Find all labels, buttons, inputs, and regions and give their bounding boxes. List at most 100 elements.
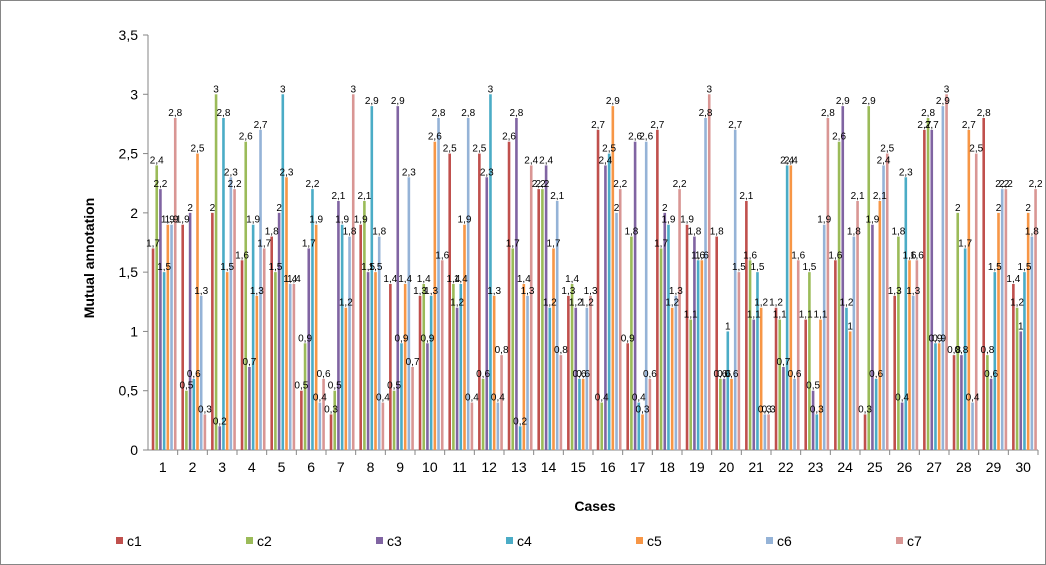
bar-value-label: 0,9	[932, 333, 946, 344]
bar-c1	[329, 414, 333, 450]
bar-value-label: 0,2	[213, 416, 227, 427]
bar-c7	[618, 189, 622, 450]
y-tick-label: 2	[130, 205, 138, 221]
bar-value-label: 1,2	[754, 298, 768, 309]
bar-c4	[815, 414, 819, 450]
bar-value-label: 2,9	[365, 96, 379, 107]
bar-value-label: 1,8	[265, 227, 279, 238]
bar-c6	[941, 106, 945, 451]
bar-c6	[852, 236, 856, 450]
bar-c1	[834, 260, 837, 450]
bar-c6	[437, 118, 440, 450]
bar-value-label: 2,1	[331, 191, 345, 202]
bar-c2	[689, 319, 693, 450]
bar-c5	[878, 201, 882, 450]
bar-c6	[288, 284, 292, 450]
bar-value-label: 1,3	[424, 286, 438, 297]
bar-value-label: 2	[187, 203, 193, 214]
x-tick-label: 26	[897, 459, 913, 475]
bar-c4	[518, 426, 522, 450]
bar-value-label: 0,4	[313, 393, 327, 404]
bar-value-label: 0,8	[947, 345, 961, 356]
bar-c7	[1004, 189, 1008, 450]
bar-value-label: 1,9	[817, 215, 831, 226]
bar-value-label: 1,3	[487, 286, 501, 297]
bar-c4	[845, 307, 848, 450]
bar-c7	[1034, 189, 1037, 450]
x-tick-label: 30	[1015, 459, 1031, 475]
bar-c5	[848, 331, 852, 450]
bar-c6	[199, 295, 203, 450]
bar-c3	[604, 165, 607, 450]
bar-c5	[552, 248, 555, 450]
bar-value-label: 1,7	[257, 238, 271, 249]
bar-c3	[663, 212, 667, 450]
bar-value-label: 2,2	[613, 179, 627, 190]
bar-c3	[188, 212, 192, 450]
x-tick-label: 2	[189, 459, 197, 475]
bar-value-label: 1,4	[398, 274, 412, 285]
bar-value-label: 1,8	[343, 227, 357, 238]
bar-value-label: 2,6	[428, 132, 442, 143]
bar-value-label: 0,5	[387, 381, 401, 392]
bar-value-label: 2,4	[150, 155, 164, 166]
x-tick-label: 1	[159, 459, 167, 475]
bar-value-label: 0,4	[491, 393, 505, 404]
bar-value-label: 1,4	[517, 274, 531, 285]
bar-c6	[704, 118, 707, 450]
bar-c1	[270, 236, 273, 450]
bar-c4	[785, 165, 789, 450]
bar-c1	[923, 129, 926, 450]
bar-c3	[1019, 331, 1023, 450]
bar-c7	[173, 118, 177, 450]
bar-c4	[607, 153, 611, 451]
bar-value-label: 1,8	[372, 227, 386, 238]
bar-c2	[422, 284, 426, 450]
bar-c7	[826, 118, 830, 450]
x-tick-label: 6	[307, 459, 315, 475]
bar-c4	[904, 177, 908, 451]
x-tick-label: 16	[600, 459, 616, 475]
bar-c5	[463, 224, 466, 450]
bar-c1	[774, 307, 778, 450]
bar-c3	[218, 426, 222, 450]
bar-c3	[722, 378, 726, 450]
bar-c5	[196, 153, 199, 451]
bar-value-label: 1,2	[339, 298, 353, 309]
bar-value-label: 1,5	[751, 262, 765, 273]
bar-value-label: 1,5	[1018, 262, 1032, 273]
bar-value-label: 2,6	[239, 132, 253, 143]
x-tick-label: 11	[452, 459, 467, 475]
bar-value-label: 2,1	[873, 191, 887, 202]
bar-value-label: 1,9	[354, 215, 368, 226]
bar-c3	[989, 378, 993, 450]
bar-value-label: 1,9	[161, 215, 175, 226]
bar-value-label: 0,6	[476, 369, 490, 380]
bar-value-label: 0,3	[758, 404, 772, 415]
bar-c4	[489, 94, 492, 451]
bar-value-label: 0,5	[806, 381, 820, 392]
bar-c5	[433, 141, 437, 450]
bar-c7	[381, 402, 385, 450]
bar-value-label: 0,4	[376, 393, 390, 404]
bar-c6	[377, 236, 381, 450]
bar-value-label: 1,9	[458, 215, 472, 226]
bar-c7	[411, 367, 414, 450]
bar-c4	[696, 260, 700, 450]
bar-value-label: 0,9	[621, 333, 635, 344]
legend-label-c2: c2	[257, 533, 272, 549]
bar-value-label: 1,3	[250, 286, 264, 297]
bar-value-label: 2	[614, 203, 620, 214]
bar-value-label: 0,6	[788, 369, 802, 380]
bar-value-label: 0,6	[573, 369, 587, 380]
bar-value-label: 2,3	[480, 167, 494, 178]
bar-value-label: 3	[706, 84, 712, 95]
bar-value-label: 1,2	[1010, 298, 1024, 309]
bar-c4	[993, 272, 997, 450]
bar-c3	[871, 224, 874, 450]
bar-value-label: 2,7	[254, 120, 268, 131]
bar-value-label: 2,4	[780, 155, 794, 166]
bar-c1	[507, 141, 511, 450]
bar-c6	[1000, 189, 1004, 450]
